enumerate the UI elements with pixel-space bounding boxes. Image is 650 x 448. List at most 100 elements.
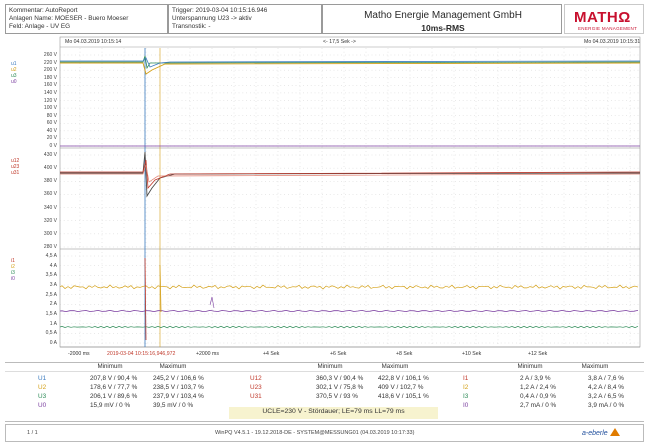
voltages-min-1: 178,6 V / 77,7 % [90,384,138,391]
voltages-max-2: 237,9 V / 103,4 % [153,393,204,400]
cur-min-header: Minimum [517,363,543,370]
panel3-series-labels: i1 i2 i3 i0 [11,258,15,282]
currents-name-3: I0 [463,402,469,409]
currents-max-2: 3,2 A / 6,5 % [588,393,624,400]
line_voltages-max-1: 409 V / 102,7 % [378,384,424,391]
installation-name-text: Anlagen Name: MOESER - Buero Moeser [9,15,129,22]
line_voltages-name-0: U12 [250,375,262,382]
panel3-tick-9: 0 A [49,340,57,346]
panel3-tick-6: 1,5 A [45,311,57,317]
logo-text: MATHΩ [574,9,631,26]
panel1-tick-3: 180 V [43,74,57,81]
voltages-min-2: 206,1 V / 89,6 % [90,393,138,400]
panel3-tick-4: 2,5 A [45,291,57,298]
company-title: Matho Energie Management GmbH [364,10,522,21]
panel1-series-labels: u1 u2 u3 u0 [11,61,17,85]
series-label-u0: u0 [11,79,17,85]
x-tick-5: +8 Sek [396,351,413,357]
logo: MATHΩ ENERGIE MANAGEMENT [564,4,644,34]
panel2-tick-5: 320 V [43,217,57,224]
mode-title: 10ms-RMS [421,23,465,33]
table-divider [5,371,644,372]
line_voltages-min-0: 360,3 V / 90,4 % [316,375,364,382]
currents-min-2: 0,4 A / 0,9 % [520,393,556,400]
panel1-tick-8: 80 V [46,112,57,119]
transnostik-text: Transnostik: - [172,23,211,30]
panel3-tick-7: 1 A [49,320,57,327]
currents-max-3: 3,9 mA / 0 % [588,402,625,409]
series-label-u31: u31 [11,170,20,176]
panel2-tick-2: 380 V [43,178,57,185]
undervoltage-text: Unterspannung U23 -> aktiv [172,15,252,22]
time-end-label: Mo 04.03.2019 10:15:31 [584,39,641,45]
voltages-name-2: U3 [38,393,47,400]
voltages-name-0: U1 [38,375,47,382]
trace-i2-spike [159,264,162,313]
lv-max-header: Maximum [381,363,409,370]
trace-u3 [60,55,641,70]
series-label-i2: i2 [11,264,15,270]
panel2-tick-4: 340 V [43,204,57,211]
line_voltages-min-1: 302,1 V / 75,8 % [316,384,364,391]
series-label-u2: u2 [11,67,17,73]
trace-i3 [59,325,639,329]
header-left-box: Kommentar: AutoReport Anlagen Name: MOES… [5,4,168,34]
panel1-tick-5: 140 V [43,89,57,96]
x-tick-0: -2000 ms [68,351,90,357]
page-number: 1 / 1 [27,430,38,436]
volt-max-header: Maximum [159,363,187,370]
panel1-tick-6: 120 V [43,97,57,104]
line_voltages-name-2: U31 [250,393,262,400]
panel2-tick-6: 300 V [43,230,57,237]
brand-text: a-eberle [582,430,608,437]
field-text: Feld: Anlage - UV EG [9,23,71,30]
volt-min-header: Minimum [97,363,123,370]
trace-i1 [59,309,639,313]
x-tick-2: +2000 ms [196,351,219,357]
panel3-tick-3: 3 A [49,282,57,288]
panel3-tick-8: 0,5 A [45,330,57,337]
trace-u12 [60,159,641,189]
trace-u2 [60,62,641,75]
x-tick-3: +4 Sek [263,351,280,357]
summary-text: UCLE=230 V - Stördauer; LE=79 ms LL=79 m… [262,408,405,415]
series-label-u12: u12 [11,158,20,164]
panel3-tick-2: 3,5 A [45,272,57,279]
trace-i1-blip [209,296,215,309]
trigger-text: Trigger: 2019-03-04 10:15:16.946 [172,7,268,14]
stats-table [5,362,644,422]
trace-u31 [60,164,641,183]
comment-text: Kommentar: AutoReport [9,7,78,14]
x-tick-6: +10 Sek [462,351,482,357]
voltages-max-3: 39,5 mV / 0 % [153,402,194,409]
x-tick-1: 2019-03-04 10:15:16,946,972 [107,351,176,357]
series-label-u23: u23 [11,164,20,170]
line_voltages-min-2: 370,5 V / 93 % [316,393,358,400]
brand-logo: a-eberle [582,428,620,437]
grid [59,36,641,348]
summary-box [229,407,438,419]
currents-min-0: 2 A / 3,9 % [520,375,551,382]
voltages-max-0: 245,2 V / 106,6 % [153,375,204,382]
brand-mark-icon [609,428,620,436]
currents-max-1: 4,2 A / 8,4 % [588,384,624,391]
panel3-tick-5: 2 A [49,301,57,308]
voltages-max-1: 238,5 V / 103,7 % [153,384,204,391]
voltages-min-0: 207,8 V / 90,4 % [90,375,138,382]
panel1-tick-11: 20 V [46,135,57,142]
x-tick-7: +12 Sek [528,351,548,357]
header-middle-box: Trigger: 2019-03-04 10:15:16.946 Untersp… [168,4,322,34]
series-label-i0: i0 [11,276,15,282]
panel1-tick-1: 220 V [43,59,57,66]
currents-name-2: I3 [463,393,469,400]
panel1-tick-2: 200 V [43,67,57,74]
panel2-tick-3: 360 V [43,191,57,198]
panel1-tick-0: 260 V [43,52,57,58]
series-label-u1: u1 [11,61,17,67]
panel2-tick-1: 400 V [43,165,57,172]
panel1-tick-7: 100 V [43,105,57,112]
line_voltages-max-2: 418,6 V / 105,1 % [378,393,429,400]
panel1-tick-10: 40 V [46,127,57,134]
footer-info: WinPQ V4.5.1 - 19.12.2018-DE - SYSTEM@ME… [215,430,415,436]
